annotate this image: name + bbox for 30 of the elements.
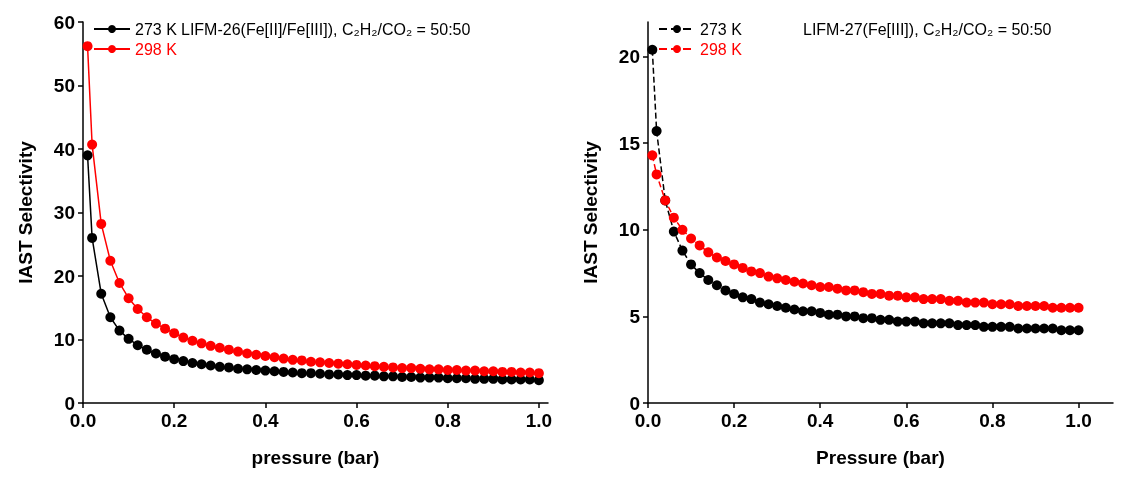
- y-tick-label: 40: [53, 138, 75, 160]
- y-tick-label: 30: [53, 202, 75, 223]
- legend-label: 273 K: [135, 20, 178, 38]
- x-tick-label: 0.4: [807, 410, 834, 431]
- y-tick-label: 20: [53, 265, 75, 287]
- y-axis-title: IAST Selectivity: [15, 140, 36, 284]
- chart-title: LIFM-26(Fe[II]/Fe[III]), C₂H₂/CO₂ = 50:50: [181, 20, 471, 38]
- x-axis-title: Pressure (bar): [816, 447, 945, 468]
- y-tick-label: 20: [618, 46, 640, 68]
- y-tick-label: 10: [618, 219, 640, 241]
- x-tick-label: 0.6: [893, 410, 920, 431]
- legend-label: 298 K: [135, 40, 178, 58]
- y-axis-title: IAST Selectivity: [580, 140, 601, 284]
- y-tick-label: 50: [53, 75, 75, 96]
- y-tick-label: 15: [618, 132, 641, 154]
- x-tick-label: 0.4: [252, 410, 279, 431]
- x-tick-label: 0.8: [434, 410, 461, 431]
- y-tick-label: 60: [53, 11, 75, 33]
- y-tick-label: 5: [629, 305, 641, 327]
- x-tick-label: 0.8: [979, 410, 1006, 431]
- legend-label: 298 K: [700, 40, 743, 58]
- x-tick-label: 0.2: [160, 410, 188, 431]
- x-tick-label: 1.0: [1065, 410, 1092, 431]
- x-axis-title: pressure (bar): [251, 447, 380, 468]
- x-tick-label: 0.2: [720, 410, 748, 431]
- chart-title: LIFM-27(Fe[III]), C₂H₂/CO₂ = 50:50: [803, 20, 1052, 38]
- x-tick-label: 1.0: [525, 410, 553, 431]
- x-tick-label: 0.6: [343, 410, 370, 431]
- legend-label: 273 K: [700, 20, 743, 38]
- y-tick-label: 10: [53, 329, 75, 350]
